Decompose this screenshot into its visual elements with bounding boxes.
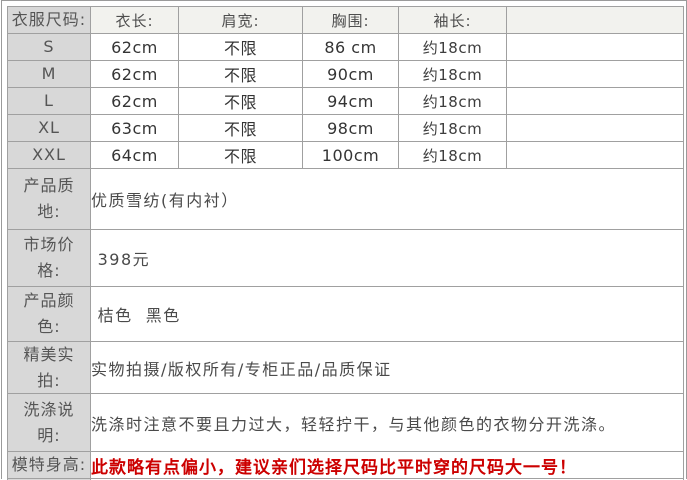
length-cell: 64cm — [90, 141, 179, 169]
shoulder-cell: 不限 — [178, 60, 303, 88]
model-height-label: 模特身高: — [7, 451, 91, 480]
table-row-product-color: 产品颜 色: 桔色 黑色 — [7, 286, 684, 342]
sleeve-cell: 约18cm — [398, 87, 507, 115]
size-row-label: S — [7, 33, 91, 61]
size-chart-corner-label: 衣服尺码: — [7, 6, 91, 34]
table-row-market-price: 市场价 格: 398元 — [7, 229, 684, 287]
chest-cell: 90cm — [302, 60, 399, 88]
market-price-value: 398元 — [90, 229, 684, 287]
size-table-header-row: 衣服尺码: 衣长: 肩宽: 胸围: 袖长: — [7, 6, 684, 34]
table-row-size-xl: XL 63cm 不限 98cm 约18cm — [7, 114, 684, 142]
column-header-sleeve: 袖长: — [398, 6, 507, 34]
table-row-cutoff — [7, 478, 684, 480]
sleeve-cell: 约18cm — [398, 60, 507, 88]
table-row-size-s: S 62cm 不限 86 cm 约18cm — [7, 33, 684, 61]
length-cell: 62cm — [90, 33, 179, 61]
shoulder-cell: 不限 — [178, 33, 303, 61]
column-header-chest: 胸围: — [302, 6, 399, 34]
chest-cell: 86 cm — [302, 33, 399, 61]
shoulder-cell: 不限 — [178, 114, 303, 142]
photo-guarantee-label: 精美实 拍: — [7, 340, 91, 395]
length-cell: 62cm — [90, 87, 179, 115]
chest-cell: 94cm — [302, 87, 399, 115]
table-row-size-l: L 62cm 不限 94cm 约18cm — [7, 87, 684, 115]
photo-guarantee-value: 实物拍摄/版权所有/专柜正品/品质保证 — [90, 340, 684, 395]
washing-value: 洗涤时注意不要且力过大，轻轻拧干，与其他颜色的衣物分开洗涤。 — [90, 393, 684, 453]
fabric-value: 优质雪纺(有内衬） — [90, 168, 684, 230]
table-row-size-xxl: XXL 64cm 不限 100cm 约18cm — [7, 141, 684, 169]
chest-cell: 100cm — [302, 141, 399, 169]
column-header-empty — [506, 6, 684, 34]
table-row-washing-instructions: 洗涤说 明: 洗涤时注意不要且力过大，轻轻拧干，与其他颜色的衣物分开洗涤。 — [7, 393, 684, 453]
table-row-photo-guarantee: 精美实 拍: 实物拍摄/版权所有/专柜正品/品质保证 — [7, 340, 684, 395]
sleeve-cell: 约18cm — [398, 114, 507, 142]
table-row-model-height: 模特身高: 此款略有点偏小，建议亲们选择尺码比平时穿的尺码大一号！ — [7, 451, 684, 480]
size-row-label: L — [7, 87, 91, 115]
column-header-length: 衣长: — [90, 6, 179, 34]
empty-cell — [506, 141, 684, 169]
sleeve-cell: 约18cm — [398, 33, 507, 61]
size-row-label: XXL — [7, 141, 91, 169]
empty-cell — [506, 60, 684, 88]
table-row-size-m: M 62cm 不限 90cm 约18cm — [7, 60, 684, 88]
size-row-label: XL — [7, 114, 91, 142]
empty-cell — [506, 33, 684, 61]
fabric-label: 产品质 地: — [7, 168, 91, 230]
column-header-shoulder: 肩宽: — [178, 6, 303, 34]
market-price-label: 市场价 格: — [7, 229, 91, 287]
washing-label: 洗涤说 明: — [7, 393, 91, 453]
model-height-warning: 此款略有点偏小，建议亲们选择尺码比平时穿的尺码大一号！ — [90, 451, 684, 480]
size-row-label: M — [7, 60, 91, 88]
empty-cell — [506, 87, 684, 115]
cutoff-value-cell — [90, 478, 684, 480]
length-cell: 63cm — [90, 114, 179, 142]
table-row-fabric: 产品质 地: 优质雪纺(有内衬） — [7, 168, 684, 230]
empty-cell — [506, 114, 684, 142]
sleeve-cell: 约18cm — [398, 141, 507, 169]
product-color-value: 桔色 黑色 — [90, 286, 684, 342]
shoulder-cell: 不限 — [178, 87, 303, 115]
chest-cell: 98cm — [302, 114, 399, 142]
product-spec-table: 衣服尺码: 衣长: 肩宽: 胸围: 袖长: S 62cm 不限 86 cm 约1… — [7, 6, 684, 480]
product-color-label: 产品颜 色: — [7, 286, 91, 342]
shoulder-cell: 不限 — [178, 141, 303, 169]
length-cell: 62cm — [90, 60, 179, 88]
